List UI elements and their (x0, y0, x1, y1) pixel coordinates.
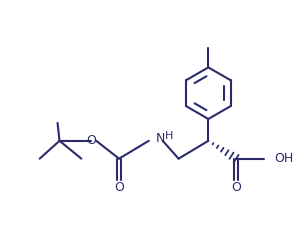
Text: H: H (165, 131, 173, 141)
Text: O: O (114, 181, 124, 194)
Text: O: O (231, 181, 241, 194)
Text: OH: OH (274, 152, 293, 165)
Text: N: N (156, 132, 165, 145)
Text: O: O (86, 134, 96, 147)
